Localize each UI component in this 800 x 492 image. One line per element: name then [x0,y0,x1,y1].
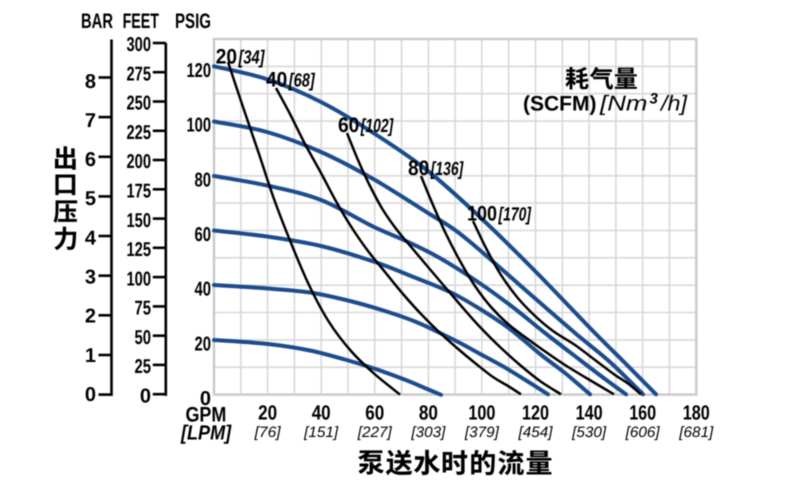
svg-text:40: 40 [195,279,212,301]
svg-text:80: 80 [419,401,438,424]
svg-text:20: 20 [195,333,212,355]
svg-text:20: 20 [216,46,237,69]
svg-text:[LPM]: [LPM] [180,422,232,445]
svg-text:GPM: GPM [185,404,226,427]
svg-text:80: 80 [408,157,429,180]
svg-text:[151]: [151] [303,424,339,441]
svg-text:0: 0 [85,384,96,406]
svg-text:FEET: FEET [123,10,160,33]
svg-text:/h]: /h] [659,92,688,116]
svg-text:160: 160 [629,401,656,424]
svg-text:50: 50 [135,327,152,349]
svg-text:[454]: [454] [517,424,553,441]
svg-text:100: 100 [468,401,495,424]
svg-text:100: 100 [187,115,212,137]
svg-text:250: 250 [127,93,152,115]
svg-text:[136]: [136] [430,159,464,180]
svg-text:(SCFM): (SCFM) [523,93,596,116]
svg-text:0: 0 [140,385,151,407]
svg-text:[68]: [68] [288,71,315,92]
svg-text:150: 150 [127,210,152,232]
svg-text:20: 20 [258,401,277,424]
svg-text:60: 60 [195,224,212,246]
svg-text:225: 225 [127,122,152,144]
svg-text:175: 175 [127,181,152,203]
svg-text:1: 1 [85,345,96,367]
svg-text:[76]: [76] [254,424,282,441]
svg-text:200: 200 [127,151,152,173]
svg-text:[Nm: [Nm [599,92,648,116]
svg-text:120: 120 [187,60,212,82]
svg-text:275: 275 [127,63,152,85]
svg-text:40: 40 [312,401,331,424]
svg-text:[379]: [379] [464,424,500,441]
svg-text:75: 75 [135,298,152,320]
svg-text:[681]: [681] [678,424,714,441]
svg-text:60: 60 [338,114,359,137]
svg-text:80: 80 [195,169,212,191]
svg-text:[530]: [530] [571,424,607,441]
svg-text:60: 60 [365,401,384,424]
svg-text:[227]: [227] [357,424,393,441]
svg-text:BAR: BAR [81,10,113,33]
svg-text:6: 6 [85,149,96,171]
svg-text:25: 25 [135,356,152,378]
svg-text:[34]: [34] [238,48,265,69]
svg-text:180: 180 [683,401,710,424]
svg-text:7: 7 [85,110,96,132]
svg-text:[170]: [170] [498,205,532,226]
svg-text:120: 120 [522,401,549,424]
svg-text:8: 8 [85,71,96,93]
svg-text:40: 40 [266,69,287,92]
svg-text:3: 3 [85,267,96,289]
svg-text:300: 300 [127,34,152,56]
svg-text:140: 140 [576,401,603,424]
svg-text:100: 100 [467,203,497,226]
svg-text:4: 4 [85,227,97,249]
svg-text:100: 100 [127,268,152,290]
svg-text:[303]: [303] [410,424,446,441]
svg-text:125: 125 [127,239,152,261]
svg-text:[102]: [102] [360,116,394,137]
svg-text:3: 3 [650,91,659,108]
svg-text:2: 2 [85,306,96,328]
svg-text:[606]: [606] [625,424,661,441]
svg-text:0: 0 [200,388,211,410]
svg-text:5: 5 [85,188,96,210]
svg-text:PSIG: PSIG [175,10,211,33]
